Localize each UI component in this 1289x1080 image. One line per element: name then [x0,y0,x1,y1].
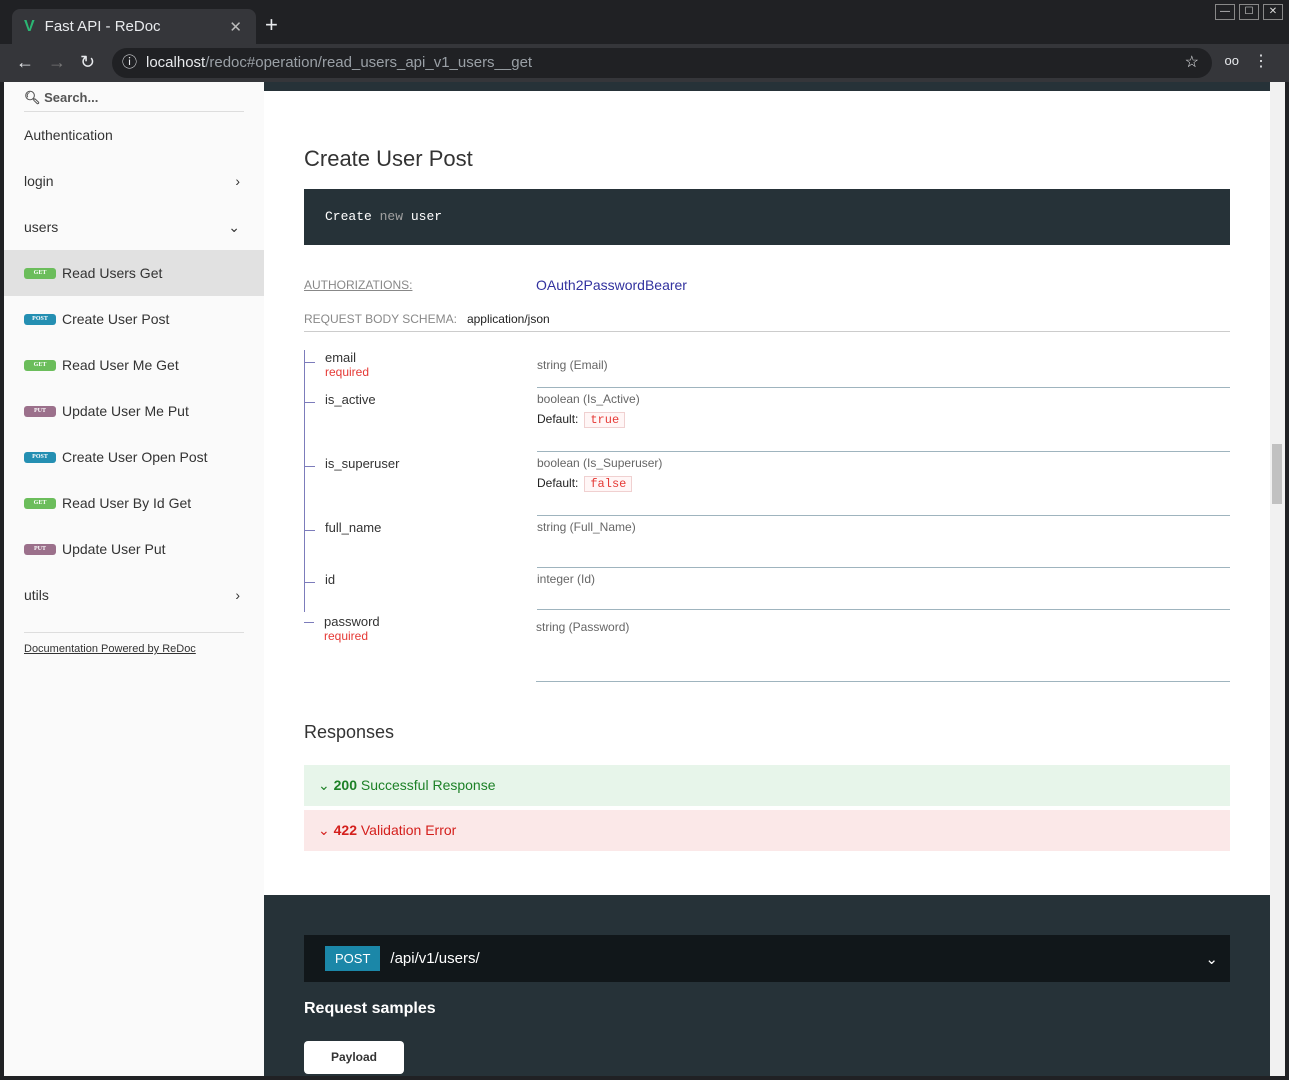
operation-description: Create new user [304,189,1230,245]
maximize-button[interactable]: ☐ [1239,4,1259,20]
request-samples-title: Request samples [304,1000,436,1017]
minimize-button[interactable]: — [1215,4,1235,20]
field-name: is_active [325,392,376,407]
back-icon[interactable]: ← [16,52,34,72]
bookmark-star-icon[interactable]: ☆ [1184,54,1199,71]
method-badge: PUT [24,405,56,417]
required-label: required [325,365,370,379]
field-type: integer (Id) [537,572,596,586]
endpoint-path: /api/v1/users/ [390,950,480,967]
method-badge: GET [24,267,56,279]
close-window-button[interactable]: ✕ [1263,4,1283,20]
search-input[interactable]: 🔍︎ Search... [24,88,244,112]
method-badge: GET [24,359,56,371]
info-icon: ⓘ [122,54,138,71]
sidebar-item[interactable]: Authentication [4,112,264,158]
sidebar-item[interactable]: GET Read User By Id Get [4,480,264,526]
tab-title: Fast API - ReDoc [44,18,161,35]
url-host: localhost [146,54,206,71]
field-type: string (Full_Name) [537,520,636,534]
search-placeholder: Search... [44,90,99,105]
scrollbar[interactable] [1270,82,1285,1076]
sidebar-item[interactable]: GET Read User Me Get [4,342,264,388]
field-type: string (Password) [536,620,630,634]
close-tab-icon[interactable]: ✕ [229,18,242,36]
tab-bar: V Fast API - ReDoc ✕ + — ☐ ✕ [0,0,1289,44]
method-badge: POST [24,313,56,325]
operation-title: Create User Post [304,146,473,171]
schema-field: is_superuser boolean (Is_Superuser) Defaul… [304,454,1230,518]
sidebar-item[interactable]: users ⌄ [4,204,264,250]
schema-field: email required string (Email) [304,350,1230,390]
field-name: full_name [325,520,382,535]
schema-field: is_active boolean (Is_Active) Default: true [304,390,1230,454]
sidebar-item[interactable]: login › [4,158,264,204]
sidebar-item[interactable]: GET Read Users Get [4,250,264,296]
sidebar-item-label: Create User Post [62,311,170,327]
sidebar-item[interactable]: PUT Update User Put [4,526,264,572]
payload-tab[interactable]: Payload [304,1041,404,1074]
default-value: false [584,476,633,492]
chevron-right-icon: › [235,587,240,603]
sidebar-item[interactable]: POST Create User Post [4,296,264,342]
field-name: is_superuser [325,456,400,471]
browser-toolbar: ← → ↻ ⓘ localhost/redoc#operation/read_us… [0,44,1289,82]
new-tab-button[interactable]: + [265,12,278,37]
forward-icon[interactable]: → [48,52,66,72]
reload-icon[interactable]: ↻ [80,52,96,72]
sidebar-item[interactable]: POST Create User Open Post [4,434,264,480]
sidebar-item-label: Update User Put [62,541,166,557]
incognito-icon[interactable]: oo [1224,53,1239,68]
field-name: email [325,350,357,365]
sidebar-item[interactable]: PUT Update User Me Put [4,388,264,434]
sidebar-item-label: Create User Open Post [62,449,208,465]
request-body-schema: REQUEST BODY SCHEMA: application/json [304,312,1230,332]
powered-by-link[interactable]: Documentation Powered by ReDoc [24,632,244,655]
required-label: required [324,629,369,643]
chevron-right-icon: › [235,173,240,189]
address-bar[interactable]: ⓘ localhost/redoc#operation/read_users_ap… [112,48,1212,78]
sidebar-item-label: users [24,219,59,235]
url-path: /redoc#operation/read_users_api_v1_users… [205,54,533,71]
chevron-down-icon: ⌄ [1205,950,1218,968]
field-name: password [324,614,380,629]
menu-icon[interactable]: ⋮ [1253,53,1269,70]
sidebar: 🔍︎ Search... Authentication login › users ⌄ G… [4,82,264,1076]
field-type: boolean (Is_Active) [537,392,640,406]
method-badge: POST [24,451,56,463]
response-200[interactable]: ⌄ 200 Successful Response [304,765,1230,806]
responses-title: Responses [304,722,395,742]
fastapi-logo-icon: V [24,17,35,35]
endpoint-bar[interactable]: POST/api/v1/users/ ⌄ [304,935,1230,982]
schema-field: full_name string (Full_Name) [304,518,1230,570]
method-badge: POST [325,946,381,971]
field-name: id [325,572,336,587]
sidebar-item[interactable]: utils › [4,572,264,618]
auth-label: AUTHORIZATIONS: [304,278,413,292]
method-badge: PUT [24,543,56,555]
sidebar-item-label: Read User Me Get [62,357,179,373]
sidebar-item-label: Read User By Id Get [62,495,192,511]
main-content: Create User Post Create new user AUTHORI… [264,82,1270,1076]
sidebar-item-label: Read Users Get [62,265,163,281]
schema-fields: email required string (Email) is_active bool… [304,350,1230,682]
method-badge: GET [24,497,56,509]
sidebar-item-label: login [24,173,54,189]
field-type: string (Email) [537,358,608,372]
sidebar-item-label: Update User Me Put [62,403,189,419]
field-type: boolean (Is_Superuser) [537,456,663,470]
samples-panel: POST/api/v1/users/ ⌄ Request samples Payl… [264,895,1270,1076]
default-value: true [584,412,626,428]
chevron-down-icon: ⌄ [228,218,240,235]
response-422[interactable]: ⌄ 422 Validation Error [304,810,1230,851]
auth-value[interactable]: OAuth2PasswordBearer [536,277,687,293]
sidebar-item-label: utils [24,587,49,603]
schema-field: password required string (Password) [304,612,1230,682]
browser-tab[interactable]: V Fast API - ReDoc ✕ [12,9,256,44]
sidebar-item-label: Authentication [24,127,113,143]
schema-field: id integer (Id) [304,570,1230,612]
